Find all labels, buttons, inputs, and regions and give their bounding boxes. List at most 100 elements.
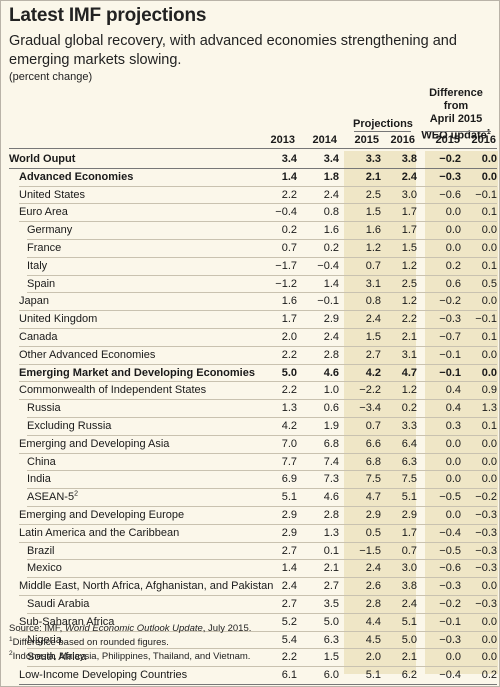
footnote-marker: 2 <box>74 490 78 498</box>
table-cell: 0.0 <box>481 295 497 308</box>
table-cell: 7.3 <box>323 473 339 486</box>
table-cell: 0.0 <box>481 170 497 183</box>
table-cell: 1.5 <box>401 241 417 254</box>
row-label: Saudi Arabia <box>27 597 90 610</box>
table-cell: 1.2 <box>401 295 417 308</box>
row-divider <box>27 577 497 579</box>
table-cell: −0.2 <box>475 491 497 504</box>
table-cell: 0.5 <box>481 277 497 290</box>
table-cell: 0.0 <box>445 651 461 664</box>
table-cell: 2.9 <box>281 526 297 539</box>
row-divider <box>19 683 497 685</box>
table-cell: −1.5 <box>359 544 381 557</box>
table-row: Emerging and Developing Asia 7.0 6.8 6.6 6.4… <box>1 436 500 454</box>
table-cell: 5.1 <box>401 615 417 628</box>
table-cell: −3.4 <box>359 402 381 415</box>
table-cell: 5.0 <box>401 633 417 646</box>
table-cell: 0.0 <box>445 224 461 237</box>
row-divider <box>19 381 497 383</box>
table-cell: 6.0 <box>323 669 339 682</box>
table-cell: 2.4 <box>401 170 417 183</box>
table-cell: 2.7 <box>365 348 381 361</box>
row-divider <box>27 648 497 650</box>
table-cell: 1.5 <box>365 330 381 343</box>
table-cell: 2.7 <box>323 580 339 593</box>
table-cell: 2.2 <box>281 651 297 664</box>
table-cell: −0.1 <box>439 366 461 379</box>
row-label: Emerging and Developing Asia <box>19 437 170 450</box>
table-cell: 2.2 <box>281 348 297 361</box>
table-cell: 2.9 <box>281 508 297 521</box>
year-header: 2016 <box>390 134 415 146</box>
year-header: 2014 <box>312 134 337 146</box>
projections-shade <box>344 151 416 674</box>
table-cell: 7.7 <box>281 455 297 468</box>
table-cell: 2.4 <box>323 330 339 343</box>
row-label: United States <box>19 188 86 201</box>
table-cell: 1.6 <box>323 224 339 237</box>
table-row: Euro Area −0.4 0.8 1.5 1.7 0.0 0.1 <box>1 204 500 223</box>
table-cell: 3.4 <box>323 153 339 165</box>
row-label: Low-Income Developing Countries <box>19 669 188 682</box>
footnotes: Source: IMF, World Economic Outlook Upda… <box>9 622 494 664</box>
table-cell: 0.1 <box>323 544 339 557</box>
table-cell: 2.8 <box>365 597 381 610</box>
table-cell: 0.0 <box>481 366 497 379</box>
table-cell: 0.1 <box>481 419 497 432</box>
table-cell: 0.0 <box>481 580 497 593</box>
footnote-2: 2Indonesia, Malaysia, Philippines, Thail… <box>9 649 251 662</box>
table-cell: 3.1 <box>365 277 381 290</box>
row-divider <box>27 416 497 418</box>
year-header: 2016 <box>471 134 496 146</box>
table-cell: 5.0 <box>323 615 339 628</box>
table-cell: −0.1 <box>475 188 497 201</box>
table-cell: 5.1 <box>281 491 297 504</box>
row-divider <box>27 434 497 436</box>
table-cell: 0.0 <box>481 633 497 646</box>
table-cell: 6.3 <box>323 633 339 646</box>
table-cell: −1.2 <box>275 277 297 290</box>
table-row: United Kingdom 1.7 2.9 2.4 2.2 −0.3 −0.1 <box>1 311 500 329</box>
table-cell: 2.8 <box>323 348 339 361</box>
table-cell: −0.3 <box>475 544 497 557</box>
table-cell: 3.3 <box>401 419 417 432</box>
table-cell: 0.4 <box>445 402 461 415</box>
table-cell: 2.1 <box>401 330 417 343</box>
table-cell: 1.7 <box>281 313 297 326</box>
table-row: Japan 1.6 −0.1 0.8 1.2 −0.2 0.0 <box>1 293 500 312</box>
row-label: Germany <box>27 224 73 237</box>
table-cell: 2.0 <box>281 330 297 343</box>
year-header-row: 2013 2014 2015 2016 2015 2016 <box>1 134 500 148</box>
table-cell: 1.6 <box>365 224 381 237</box>
table-cell: −0.6 <box>439 188 461 201</box>
table-cell: 0.1 <box>481 259 497 272</box>
row-label: Emerging and Developing Europe <box>19 508 185 521</box>
table-cell: 5.4 <box>281 633 297 646</box>
row-divider <box>19 541 497 543</box>
table-cell: 0.0 <box>481 615 497 628</box>
row-divider <box>27 470 497 472</box>
table-row: Italy −1.7 −0.4 0.7 1.2 0.2 0.1 <box>1 258 500 276</box>
table-row: Spain −1.2 1.4 3.1 2.5 0.6 0.5 <box>1 276 500 294</box>
table-cell: 2.6 <box>365 580 381 593</box>
table-cell: 0.1 <box>481 206 497 219</box>
table-cell: 5.1 <box>365 669 381 682</box>
table-cell: −0.1 <box>439 348 461 361</box>
table-row: France 0.7 0.2 1.2 1.5 0.0 0.0 <box>1 240 500 258</box>
row-divider <box>27 238 497 240</box>
row-label: World Ouput <box>9 153 76 165</box>
table-cell: 6.6 <box>365 437 381 450</box>
header-rule <box>9 148 497 149</box>
table-cell: −0.4 <box>439 526 461 539</box>
footnote-1: 1Difference based on rounded figures. <box>9 635 169 648</box>
row-label: Excluding Russia <box>27 419 112 432</box>
table-cell: 2.1 <box>365 170 381 183</box>
table-cell: 1.3 <box>323 526 339 539</box>
table-cell: 5.1 <box>401 491 417 504</box>
table-cell: 1.2 <box>401 384 417 397</box>
row-divider <box>19 203 497 205</box>
row-divider <box>27 488 497 490</box>
table-cell: 4.6 <box>323 366 339 379</box>
table-cell: −0.4 <box>317 259 339 272</box>
footnote-marker: 1 <box>486 129 491 136</box>
